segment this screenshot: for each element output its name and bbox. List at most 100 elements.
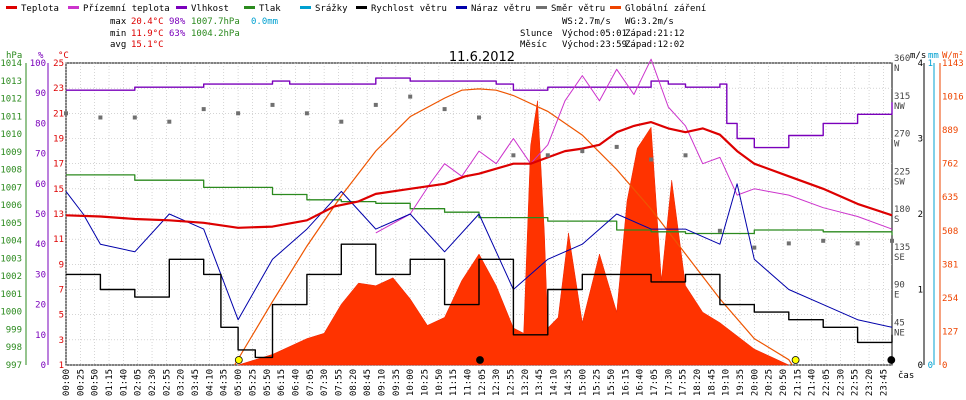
- wind-direction-point: [752, 245, 757, 250]
- wind-direction-point: [855, 241, 860, 246]
- tick-radiation: 508: [942, 227, 958, 237]
- radiation-area: [238, 100, 789, 366]
- tick-time: 18:45: [707, 369, 717, 396]
- tick-time: 02:55: [162, 369, 172, 396]
- tick-time: 13:20: [521, 369, 531, 396]
- tick-humidity: 90: [35, 89, 46, 99]
- axis-unit-mm: mm: [928, 51, 939, 61]
- legend-swatch-7: [536, 6, 547, 9]
- series-humidity: [66, 77, 893, 149]
- legend-label-7: Směr větru: [551, 4, 605, 14]
- astro-markers: [234, 356, 896, 364]
- wind-direction-point: [132, 115, 137, 120]
- tick-ms: 4: [918, 59, 923, 69]
- wind-direction-point: [236, 111, 241, 116]
- tick-radiation: 127: [942, 327, 958, 337]
- wind-direction-point: [683, 153, 688, 158]
- wind-direction-point: [786, 241, 791, 246]
- tick-time: 06:40: [291, 369, 301, 396]
- tick-time: 19:10: [722, 369, 732, 396]
- stat-rain: 0.0mm: [251, 17, 278, 27]
- tick-time: 01:40: [119, 369, 129, 396]
- wind-ws: WS:2.7m/s: [562, 17, 611, 27]
- stat-min-label: min: [110, 29, 126, 39]
- tick-radiation: 1143: [942, 59, 964, 69]
- tick-radiation: 762: [942, 160, 958, 170]
- tick-time: 22:30: [836, 369, 846, 396]
- tick-radiation: 889: [942, 126, 958, 136]
- wind-direction-point: [339, 119, 344, 124]
- tick-time: 18:20: [693, 369, 703, 396]
- axis-unit-ms: m/s: [910, 51, 926, 61]
- legend-label-2: Vlhkost: [191, 4, 229, 14]
- wind-direction-point: [98, 115, 103, 120]
- stat-max-label: max: [110, 17, 127, 27]
- legend-label-0: Teplota: [21, 4, 59, 14]
- tick-time: 05:50: [263, 369, 273, 396]
- tick-time: 07:30: [320, 369, 330, 396]
- tick-time: 03:20: [177, 369, 187, 396]
- tick-direction-label: NW: [894, 102, 905, 112]
- wind-direction-point: [649, 157, 654, 162]
- tick-time: 00:50: [91, 369, 101, 396]
- tick-humidity: 40: [35, 240, 46, 250]
- series-temperature: [65, 121, 893, 229]
- tick-hpa: 999: [6, 325, 22, 335]
- tick-time: 09:35: [392, 369, 402, 396]
- tick-temp: 15: [53, 185, 64, 195]
- tick-hpa: 1010: [0, 130, 22, 140]
- tick-mm: 0: [928, 361, 933, 371]
- legend: Teplota Přízemní teplota Vlhkost Tlak Srážky…: [6, 4, 706, 14]
- stat-avg-temp: 15.1°C: [131, 40, 164, 50]
- tick-direction-deg: 270: [894, 130, 910, 140]
- tick-hpa: 1001: [0, 290, 22, 300]
- tick-hpa: 1005: [0, 219, 22, 229]
- legend-swatch-0: [6, 6, 17, 9]
- tick-radiation: 1016: [942, 93, 964, 103]
- axis-unit-radiation: W/m²: [942, 51, 964, 61]
- tick-radiation: 635: [942, 193, 958, 203]
- tick-hpa: 1011: [0, 112, 22, 122]
- tick-temp: 1: [59, 361, 64, 371]
- legend-swatch-3: [244, 6, 255, 9]
- tick-humidity: 70: [35, 150, 46, 160]
- tick-direction-label: SW: [894, 177, 905, 187]
- sunrise-marker: [234, 356, 243, 364]
- wind-direction-point: [442, 107, 447, 112]
- tick-ms: 2: [918, 210, 923, 220]
- tick-temp: 5: [59, 311, 64, 321]
- tick-time: 15:00: [578, 369, 588, 396]
- tick-time: 02:30: [148, 369, 158, 396]
- tick-time: 10:00: [406, 369, 416, 396]
- tick-direction-label: S: [894, 215, 899, 225]
- sunset-marker: [791, 356, 800, 364]
- tick-time: 02:05: [134, 369, 144, 396]
- wind-direction-point: [373, 102, 378, 107]
- tick-direction-deg: 180: [894, 205, 910, 215]
- tick-ms: 1: [918, 286, 923, 296]
- tick-time: 05:25: [248, 369, 258, 396]
- tick-humidity: 50: [35, 210, 46, 220]
- tick-direction-label: E: [894, 291, 899, 301]
- tick-temp: 17: [53, 160, 64, 170]
- series-wind-speed: [66, 243, 893, 359]
- legend-swatch-6: [456, 6, 467, 9]
- tick-time: 20:50: [779, 369, 789, 396]
- tick-time: 09:10: [378, 369, 388, 396]
- tick-humidity: 100: [30, 59, 46, 69]
- tick-direction-label: SE: [894, 253, 905, 263]
- tick-hpa: 998: [6, 343, 22, 353]
- stat-max-hum: 98%: [169, 17, 186, 27]
- tick-hpa: 1007: [0, 183, 22, 193]
- tick-time: 11:15: [449, 369, 459, 396]
- tick-hpa: 1006: [0, 201, 22, 211]
- wind-direction-point: [821, 238, 826, 243]
- tick-radiation: 254: [942, 294, 958, 304]
- tick-temp: 19: [53, 135, 64, 145]
- sun-label: Slunce: [520, 29, 553, 39]
- sunset-text: Západ:21:12: [625, 29, 685, 39]
- radiation-series: [234, 88, 793, 366]
- tick-time: 21:15: [793, 369, 803, 396]
- tick-time: 17:55: [679, 369, 689, 396]
